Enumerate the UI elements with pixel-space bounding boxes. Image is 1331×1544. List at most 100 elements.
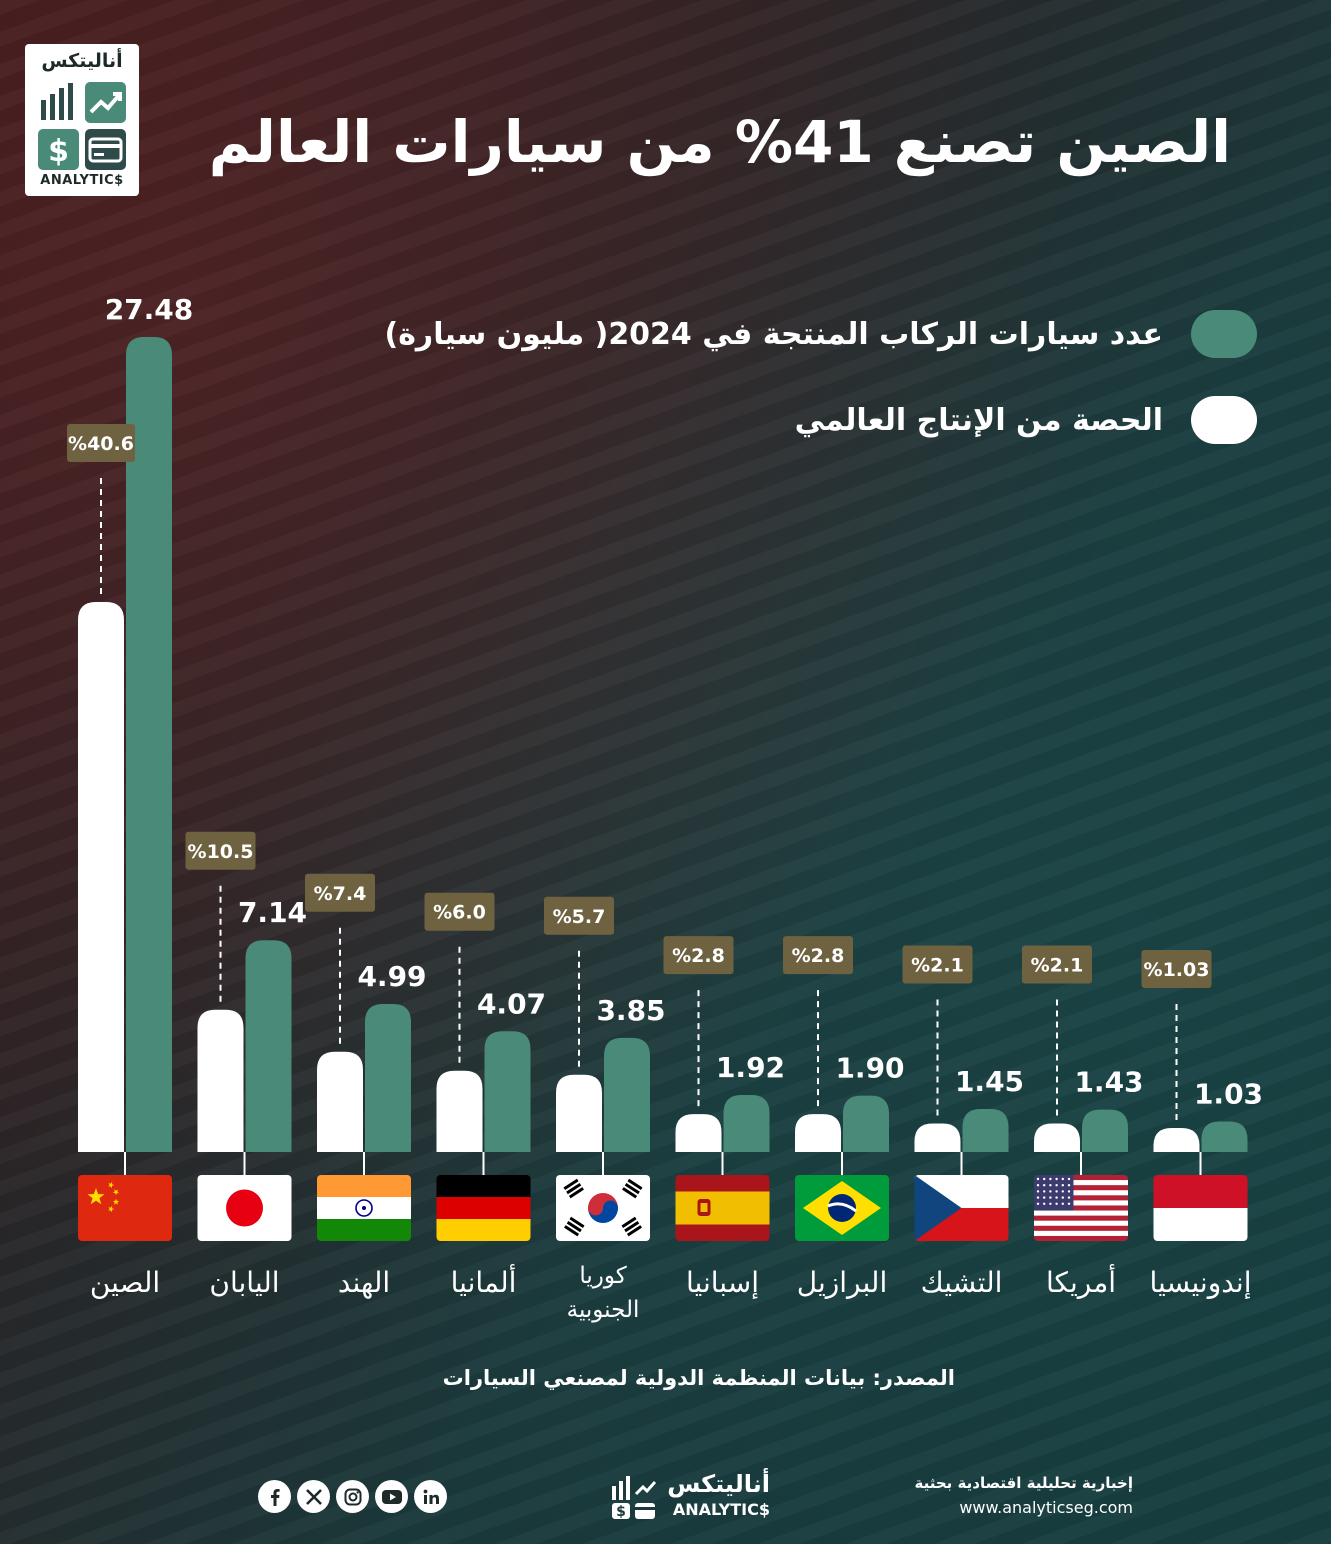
brand-logo-icon: $: [612, 1476, 657, 1520]
country-label: إسبانيا: [686, 1266, 759, 1299]
production-value-label: 1.90: [835, 1052, 904, 1085]
legend-swatch-production: [1191, 310, 1257, 358]
share-badge: [1141, 950, 1212, 988]
logo-latin-text: ANALYTIC$: [40, 173, 124, 188]
footer-brand-arabic: أناليتكس: [667, 1470, 770, 1498]
czech-flag: [914, 1175, 1009, 1241]
logo-icon: $: [38, 82, 126, 172]
production-bar: [604, 1037, 650, 1152]
bar-group: 27.48 %40.6 الصين: [67, 293, 193, 1299]
country-label: الجنوبية: [567, 1297, 640, 1323]
bar-group: 1.43 %2.1 أمريكا: [1022, 945, 1144, 1299]
country-label: التشيك: [921, 1266, 1003, 1299]
bar-group: 4.99 %7.4 الهند: [305, 873, 427, 1299]
share-badge: [1022, 945, 1092, 984]
footer-brand-latin: ANALYTIC$: [672, 1500, 770, 1519]
production-value-label: 7.14: [238, 896, 307, 929]
production-bar: [365, 1004, 411, 1152]
country-label: ألمانيا: [451, 1263, 517, 1299]
share-value-label: %2.1: [911, 955, 964, 977]
production-bar: [1082, 1109, 1128, 1152]
country-label: كوريا: [579, 1263, 626, 1289]
social-links: [258, 1480, 447, 1513]
share-badge: [544, 896, 614, 935]
india-flag: [317, 1175, 411, 1241]
footer-url[interactable]: www.analyticseg.com: [959, 1498, 1133, 1517]
production-bar: [723, 1095, 770, 1152]
legend-label-share: الحصة من الإنتاج العالمي: [794, 402, 1163, 438]
share-bar: [914, 1123, 961, 1152]
footer-tagline: إخبارية تحليلية اقتصادية بحثية: [914, 1474, 1133, 1492]
share-badge: [902, 945, 973, 984]
svg-text:$: $: [616, 1504, 626, 1520]
production-bar: [126, 337, 172, 1152]
footer-brand: $ أناليتكس ANALYTIC$: [610, 1470, 770, 1526]
bar-group: 3.85 %5.7 كوريا الجنوبية: [544, 896, 666, 1323]
country-label: أمريكا: [1046, 1263, 1116, 1299]
production-bar: [843, 1095, 889, 1152]
share-bar: [1034, 1123, 1080, 1152]
bar-group: 1.92 %2.8 إسبانيا: [663, 936, 785, 1299]
legend-item-production: عدد سيارات الركاب المنتجة في 2024( مليون…: [385, 310, 1257, 358]
page-title: الصين تصنع 41% من سيارات العالم: [208, 108, 1231, 176]
country-label: الهند: [338, 1266, 390, 1299]
production-value-label: 4.07: [477, 987, 546, 1020]
bar-group: 1.45 %2.1 التشيك: [902, 945, 1024, 1299]
bar-group: 1.90 %2.8 البرازيل: [783, 936, 905, 1299]
country-label: إندونيسيا: [1150, 1266, 1252, 1299]
share-value-label: %6.0: [433, 902, 486, 924]
production-bar: [1201, 1121, 1248, 1152]
share-badge: [67, 424, 135, 462]
legend-item-share: الحصة من الإنتاج العالمي: [795, 396, 1257, 444]
country-label: الصين: [90, 1266, 160, 1299]
indonesia-flag: [1153, 1175, 1248, 1241]
facebook-icon[interactable]: [258, 1480, 291, 1513]
svg-text:$: $: [48, 134, 69, 169]
bar-group: 7.14 %10.5 اليابان: [185, 831, 307, 1299]
brazil-flag: [795, 1175, 889, 1241]
share-badge: [185, 831, 256, 870]
share-value-label: %2.8: [672, 945, 725, 967]
share-value-label: %1.03: [1144, 959, 1210, 981]
share-value-label: %5.7: [553, 906, 606, 928]
japan-flag: [197, 1175, 292, 1241]
production-value-label: 27.48: [105, 293, 194, 326]
legend-label-production: عدد سيارات الركاب المنتجة في 2024( مليون…: [384, 316, 1163, 352]
share-bar: [795, 1114, 841, 1152]
logo-arabic-text: أناليتكس: [41, 50, 123, 72]
production-bar: [484, 1031, 531, 1152]
share-badge: [663, 936, 734, 975]
share-badge: [783, 936, 853, 975]
source-note: المصدر: بيانات المنظمة الدولية لمصنعي ال…: [442, 1366, 955, 1390]
production-value-label: 4.99: [357, 960, 426, 993]
linkedin-icon[interactable]: [414, 1480, 447, 1513]
share-value-label: %7.4: [314, 883, 367, 905]
production-value-label: 1.03: [1194, 1077, 1263, 1110]
production-bar: [962, 1108, 1009, 1152]
country-label: البرازيل: [797, 1266, 888, 1299]
production-value-label: 1.92: [716, 1051, 785, 1084]
spain-flag: [675, 1175, 770, 1241]
production-value-label: 3.85: [596, 994, 665, 1027]
share-value-label: %2.1: [1031, 955, 1084, 977]
x-icon[interactable]: [297, 1480, 330, 1513]
bar-group: 1.03 %1.03 إندونيسيا: [1141, 950, 1263, 1299]
instagram-icon[interactable]: [336, 1480, 369, 1513]
production-value-label: 1.43: [1074, 1066, 1143, 1099]
share-bar: [78, 602, 124, 1152]
share-badge: [424, 892, 495, 931]
share-value-label: %2.8: [792, 945, 845, 967]
production-value-label: 1.45: [955, 1065, 1024, 1098]
share-bar: [556, 1074, 602, 1152]
usa-flag: [1034, 1175, 1128, 1241]
south-korea-flag: [556, 1175, 650, 1241]
share-bar: [1153, 1128, 1200, 1152]
share-bar: [436, 1070, 483, 1152]
share-bar: [197, 1009, 244, 1152]
production-bar: [245, 940, 292, 1152]
germany-flag: [436, 1175, 531, 1241]
bar-group: 4.07 %6.0 ألمانيا: [424, 892, 546, 1299]
youtube-icon[interactable]: [375, 1480, 408, 1513]
share-badge: [305, 873, 375, 912]
